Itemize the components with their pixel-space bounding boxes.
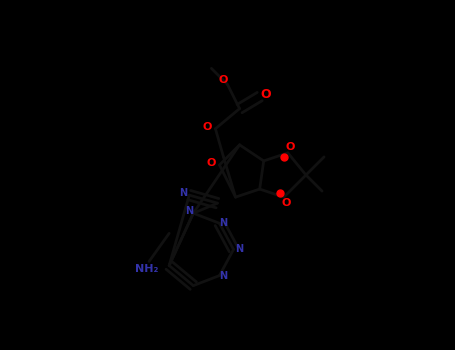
- Text: N: N: [219, 271, 228, 281]
- Text: N: N: [219, 218, 228, 228]
- Text: O: O: [219, 75, 228, 85]
- Text: N: N: [236, 244, 243, 254]
- Text: O: O: [207, 158, 216, 168]
- Text: O: O: [260, 88, 271, 101]
- Text: NH₂: NH₂: [135, 264, 159, 274]
- Text: O: O: [281, 198, 291, 208]
- Text: O: O: [202, 122, 212, 132]
- Text: N: N: [185, 206, 193, 216]
- Text: N: N: [179, 188, 187, 198]
- Text: O: O: [285, 142, 294, 152]
